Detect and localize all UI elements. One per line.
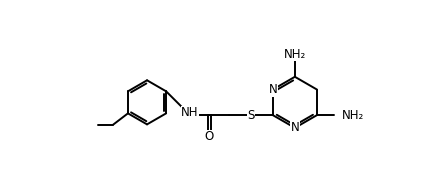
Text: N: N bbox=[290, 121, 299, 134]
Text: NH₂: NH₂ bbox=[283, 48, 305, 61]
Text: N: N bbox=[268, 83, 276, 96]
Text: NH: NH bbox=[181, 106, 198, 119]
Text: S: S bbox=[247, 109, 254, 122]
Text: O: O bbox=[204, 130, 213, 143]
Text: NH₂: NH₂ bbox=[341, 109, 363, 122]
